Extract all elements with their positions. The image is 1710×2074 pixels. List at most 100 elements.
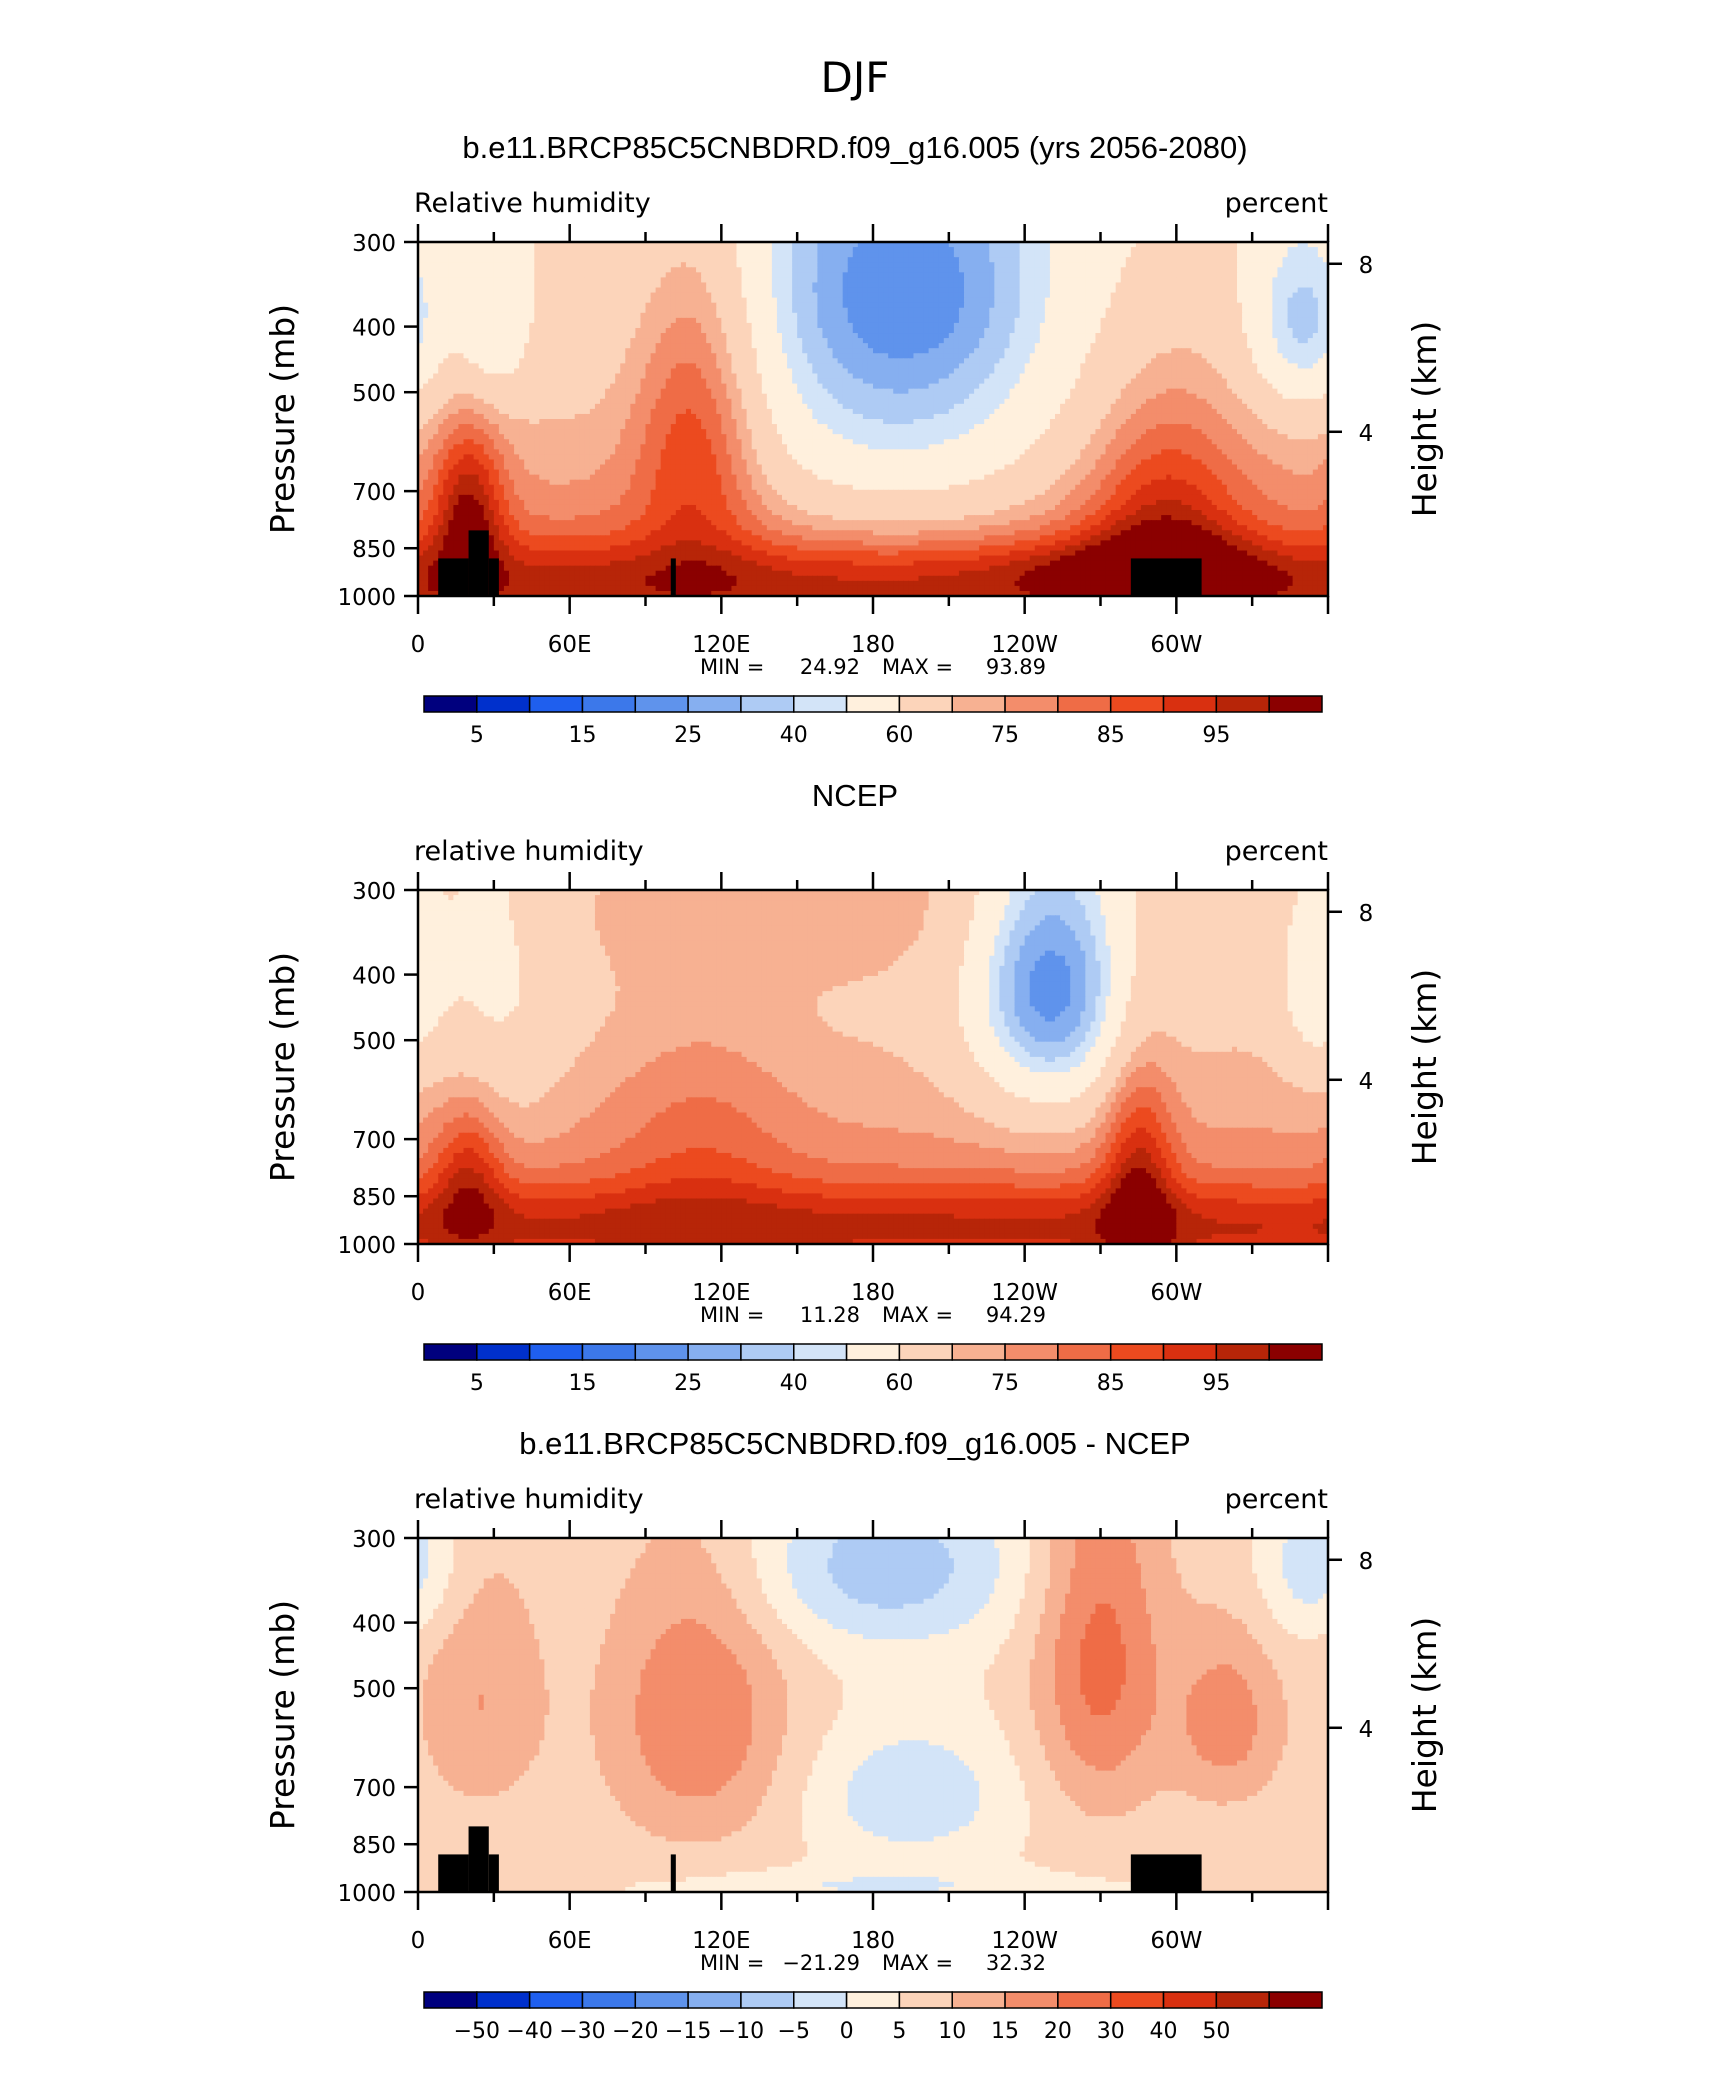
field-cell [913,247,919,253]
field-cell [772,267,778,273]
field-cell [640,328,646,334]
field-cell [1283,247,1289,253]
field-cell [934,277,940,283]
field-cell [1004,257,1010,263]
field-cell [737,338,743,344]
field-cell [625,298,631,304]
field-cell [1181,328,1187,334]
field-cell [1207,247,1213,253]
field-cell [1277,343,1283,349]
field-cell [1277,333,1283,339]
field-cell [1313,298,1319,304]
field-cell [777,293,783,299]
field-cell [934,293,940,299]
field-cell [1090,298,1096,304]
field-cell [903,262,909,268]
field-cell [858,348,864,354]
field-cell [767,303,773,309]
field-cell [863,348,869,354]
field-cell [817,282,823,288]
field-cell [646,267,652,273]
field-cell [539,252,545,258]
field-cell [529,353,535,359]
field-cell [605,353,611,359]
field-cell [600,267,606,273]
field-cell [1060,288,1066,294]
field-cell [1090,257,1096,263]
field-cell [458,348,464,354]
field-cell [423,293,429,299]
field-cell [519,252,525,258]
field-cell [428,282,434,288]
field-cell [575,267,581,273]
field-cell [868,272,874,278]
field-cell [1060,318,1066,324]
field-cell [939,318,945,324]
field-cell [762,338,768,344]
field-cell [1121,303,1127,309]
field-cell [792,272,798,278]
field-cell [858,323,864,329]
field-cell [1308,308,1314,314]
field-cell [701,328,707,334]
field-cell [828,348,834,354]
field-cell [686,338,692,344]
field-cell [1131,303,1137,309]
field-cell [913,328,919,334]
field-cell [1045,293,1051,299]
field-cell [1065,343,1071,349]
field-cell [1070,298,1076,304]
field-cell [605,267,611,273]
field-cell [479,343,485,349]
field-cell [1025,267,1031,273]
field-cell [514,282,520,288]
field-cell [762,323,768,329]
field-cell [580,333,586,339]
field-cell [519,267,525,273]
field-cell [438,343,444,349]
field-cell [1121,247,1127,253]
field-cell [898,323,904,329]
field-cell [1176,267,1182,273]
field-cell [1232,333,1238,339]
field-cell [1252,333,1258,339]
field-cell [817,252,823,258]
field-cell [1065,267,1071,273]
field-cell [747,262,753,268]
field-cell [661,328,667,334]
field-cell [1176,257,1182,263]
field-cell [691,333,697,339]
field-cell [474,267,480,273]
field-cell [651,277,657,283]
field-cell [858,247,864,253]
field-cell [1197,348,1203,354]
field-cell [1040,313,1046,319]
field-cell [1101,257,1107,263]
field-cell [994,308,1000,314]
field-cell [620,272,626,278]
field-cell [661,267,667,273]
field-cell [1277,328,1283,334]
field-cell [651,323,657,329]
field-cell [822,288,828,294]
field-cell [737,267,743,273]
field-cell [1040,252,1046,258]
field-cell [934,272,940,278]
field-cell [828,323,834,329]
field-cell [519,282,525,288]
field-cell [752,272,758,278]
field-cell [828,353,834,359]
field-cell [555,282,561,288]
field-cell [716,247,722,253]
field-cell [1065,308,1071,314]
field-cell [519,328,525,334]
field-cell [610,318,616,324]
field-cell [691,328,697,334]
field-cell [1186,293,1192,299]
field-cell [479,272,485,278]
field-cell [656,308,662,314]
field-cell [519,298,525,304]
field-cell [1227,267,1233,273]
field-cell [731,267,737,273]
field-cell [1171,308,1177,314]
